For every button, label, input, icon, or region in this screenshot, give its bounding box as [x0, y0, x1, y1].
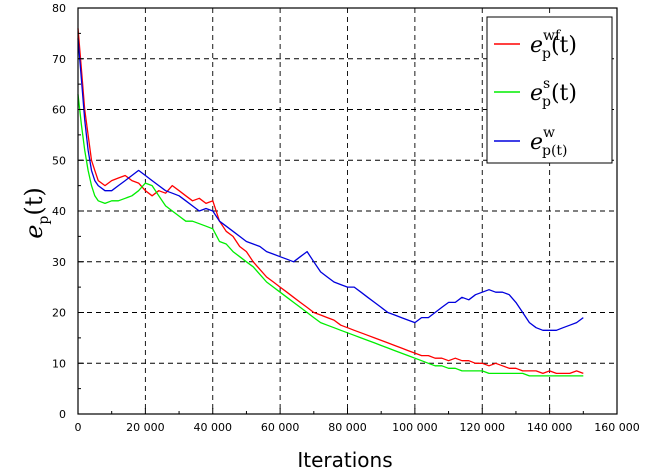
- x-tick-label: 20 000: [126, 421, 165, 434]
- x-tick-label: 160 000: [594, 421, 640, 434]
- y-tick-label: 20: [52, 307, 66, 320]
- ticks: [77, 7, 618, 415]
- y-tick-label: 30: [52, 256, 66, 269]
- y-axis-title-sub: p: [36, 216, 52, 225]
- y-axis-title: ep(t): [20, 187, 52, 239]
- svg-text:ep(t): ep(t): [20, 187, 52, 239]
- x-tick-label: 100 000: [392, 421, 438, 434]
- y-tick-label: 0: [59, 408, 66, 421]
- y-axis-title-main: e: [20, 225, 48, 239]
- y-tick-label: 40: [52, 205, 66, 218]
- x-tick-label: 40 000: [194, 421, 233, 434]
- x-tick-label: 140 000: [527, 421, 573, 434]
- x-tick-label: 60 000: [261, 421, 300, 434]
- y-axis-title-arg: (t): [20, 187, 48, 215]
- x-tick-label: 80 000: [328, 421, 367, 434]
- x-tick-label: 120 000: [460, 421, 506, 434]
- legend-box: [486, 16, 613, 164]
- series-layer: [77, 28, 584, 377]
- y-tick-label: 50: [52, 154, 66, 167]
- legend-label: es p(t): [530, 76, 577, 110]
- series-line-s: [77, 94, 584, 377]
- legend-label: ewf p(t): [530, 28, 577, 62]
- y-tick-label: 10: [52, 357, 66, 370]
- tick-labels: 0 20 000 40 000 60 000 80 000 100 000 120 000 1…: [52, 2, 640, 434]
- y-tick-label: 70: [52, 53, 66, 66]
- x-axis-title: Iterations: [297, 448, 392, 472]
- series-line-w: [77, 38, 584, 331]
- series-line-wf: [77, 28, 584, 375]
- y-tick-label: 60: [52, 104, 66, 117]
- x-tick-label: 0: [75, 421, 82, 434]
- y-tick-label: 80: [52, 2, 66, 15]
- legend-label: ew p(t): [530, 125, 568, 159]
- legend: ewf p(t) es p(t) ew p(t): [486, 16, 613, 164]
